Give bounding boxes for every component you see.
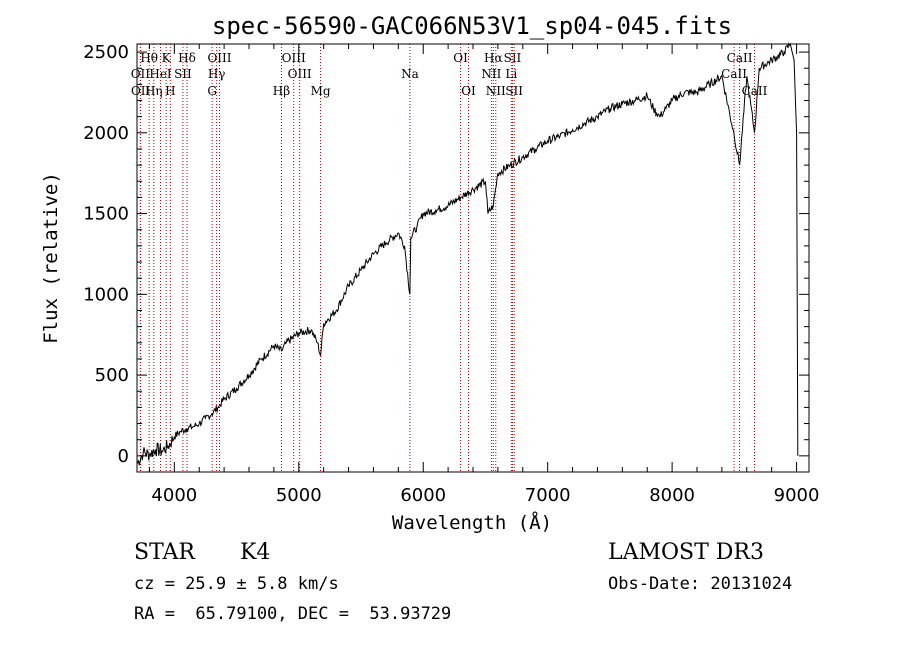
marker-label: Hθ bbox=[140, 51, 158, 65]
marker-label: Hδ bbox=[178, 51, 196, 65]
marker-label: NII bbox=[486, 84, 506, 98]
marker-label: Mg bbox=[311, 84, 331, 98]
obs-date: Obs-Date: 20131024 bbox=[608, 574, 793, 594]
marker-label: SII bbox=[505, 84, 523, 98]
x-axis: 4000 5000 6000 7000 8000 9000 bbox=[148, 44, 820, 506]
marker-label: CaII bbox=[721, 67, 747, 81]
y-tick-label: 2000 bbox=[83, 123, 129, 144]
marker-label: SII bbox=[174, 67, 192, 81]
chart-title: spec-56590-GAC066N53V1_sp04-045.fits bbox=[212, 12, 732, 40]
marker-label: Hα bbox=[484, 51, 503, 65]
marker-label: H bbox=[165, 84, 175, 98]
velocity-readout: cz = 25.9 ± 5.8 km/s bbox=[134, 574, 339, 594]
marker-label: Hη bbox=[145, 84, 163, 98]
marker-label: OI bbox=[453, 51, 468, 65]
y-axis: 0 500 1000 1500 2000 2500 bbox=[83, 42, 809, 467]
marker-label: Li bbox=[505, 67, 517, 81]
y-axis-label: Flux (relative) bbox=[40, 172, 62, 344]
marker-label: OIII bbox=[207, 51, 231, 65]
marker-label: K bbox=[162, 51, 172, 65]
x-tick-label: 5000 bbox=[276, 485, 322, 506]
x-tick-label: 9000 bbox=[774, 485, 820, 506]
x-tick-label: 7000 bbox=[525, 485, 571, 506]
plot-frame bbox=[136, 43, 810, 473]
marker-label: OI bbox=[461, 84, 476, 98]
x-tick-label: 8000 bbox=[649, 485, 695, 506]
marker-label: Hγ bbox=[208, 67, 226, 81]
marker-label: SII bbox=[504, 51, 522, 65]
y-tick-label: 1000 bbox=[83, 284, 129, 305]
marker-label: OIII bbox=[288, 67, 312, 81]
marker-label: OII bbox=[131, 84, 151, 98]
y-tick-label: 500 bbox=[95, 365, 129, 386]
marker-label: Hβ bbox=[273, 84, 290, 98]
x-tick-label: 4000 bbox=[151, 485, 197, 506]
x-axis-label: Wavelength (Å) bbox=[392, 511, 552, 534]
marker-label: G bbox=[207, 84, 217, 98]
spectrum-line bbox=[136, 42, 799, 466]
y-tick-label: 0 bbox=[118, 446, 129, 467]
survey-name: LAMOST DR3 bbox=[608, 540, 764, 565]
marker-label: NII bbox=[481, 67, 501, 81]
y-tick-label: 2500 bbox=[83, 42, 129, 63]
marker-label: OIII bbox=[282, 51, 306, 65]
object-subclass: K4 bbox=[240, 540, 271, 565]
marker-label: HeI bbox=[149, 67, 172, 81]
marker-label: Na bbox=[401, 67, 419, 81]
x-tick-label: 6000 bbox=[400, 485, 446, 506]
marker-label: CaII bbox=[727, 51, 753, 65]
object-class: STAR bbox=[134, 540, 195, 565]
y-tick-label: 1500 bbox=[83, 204, 129, 225]
coordinates: RA = 65.79100, DEC = 53.93729 bbox=[134, 604, 452, 624]
